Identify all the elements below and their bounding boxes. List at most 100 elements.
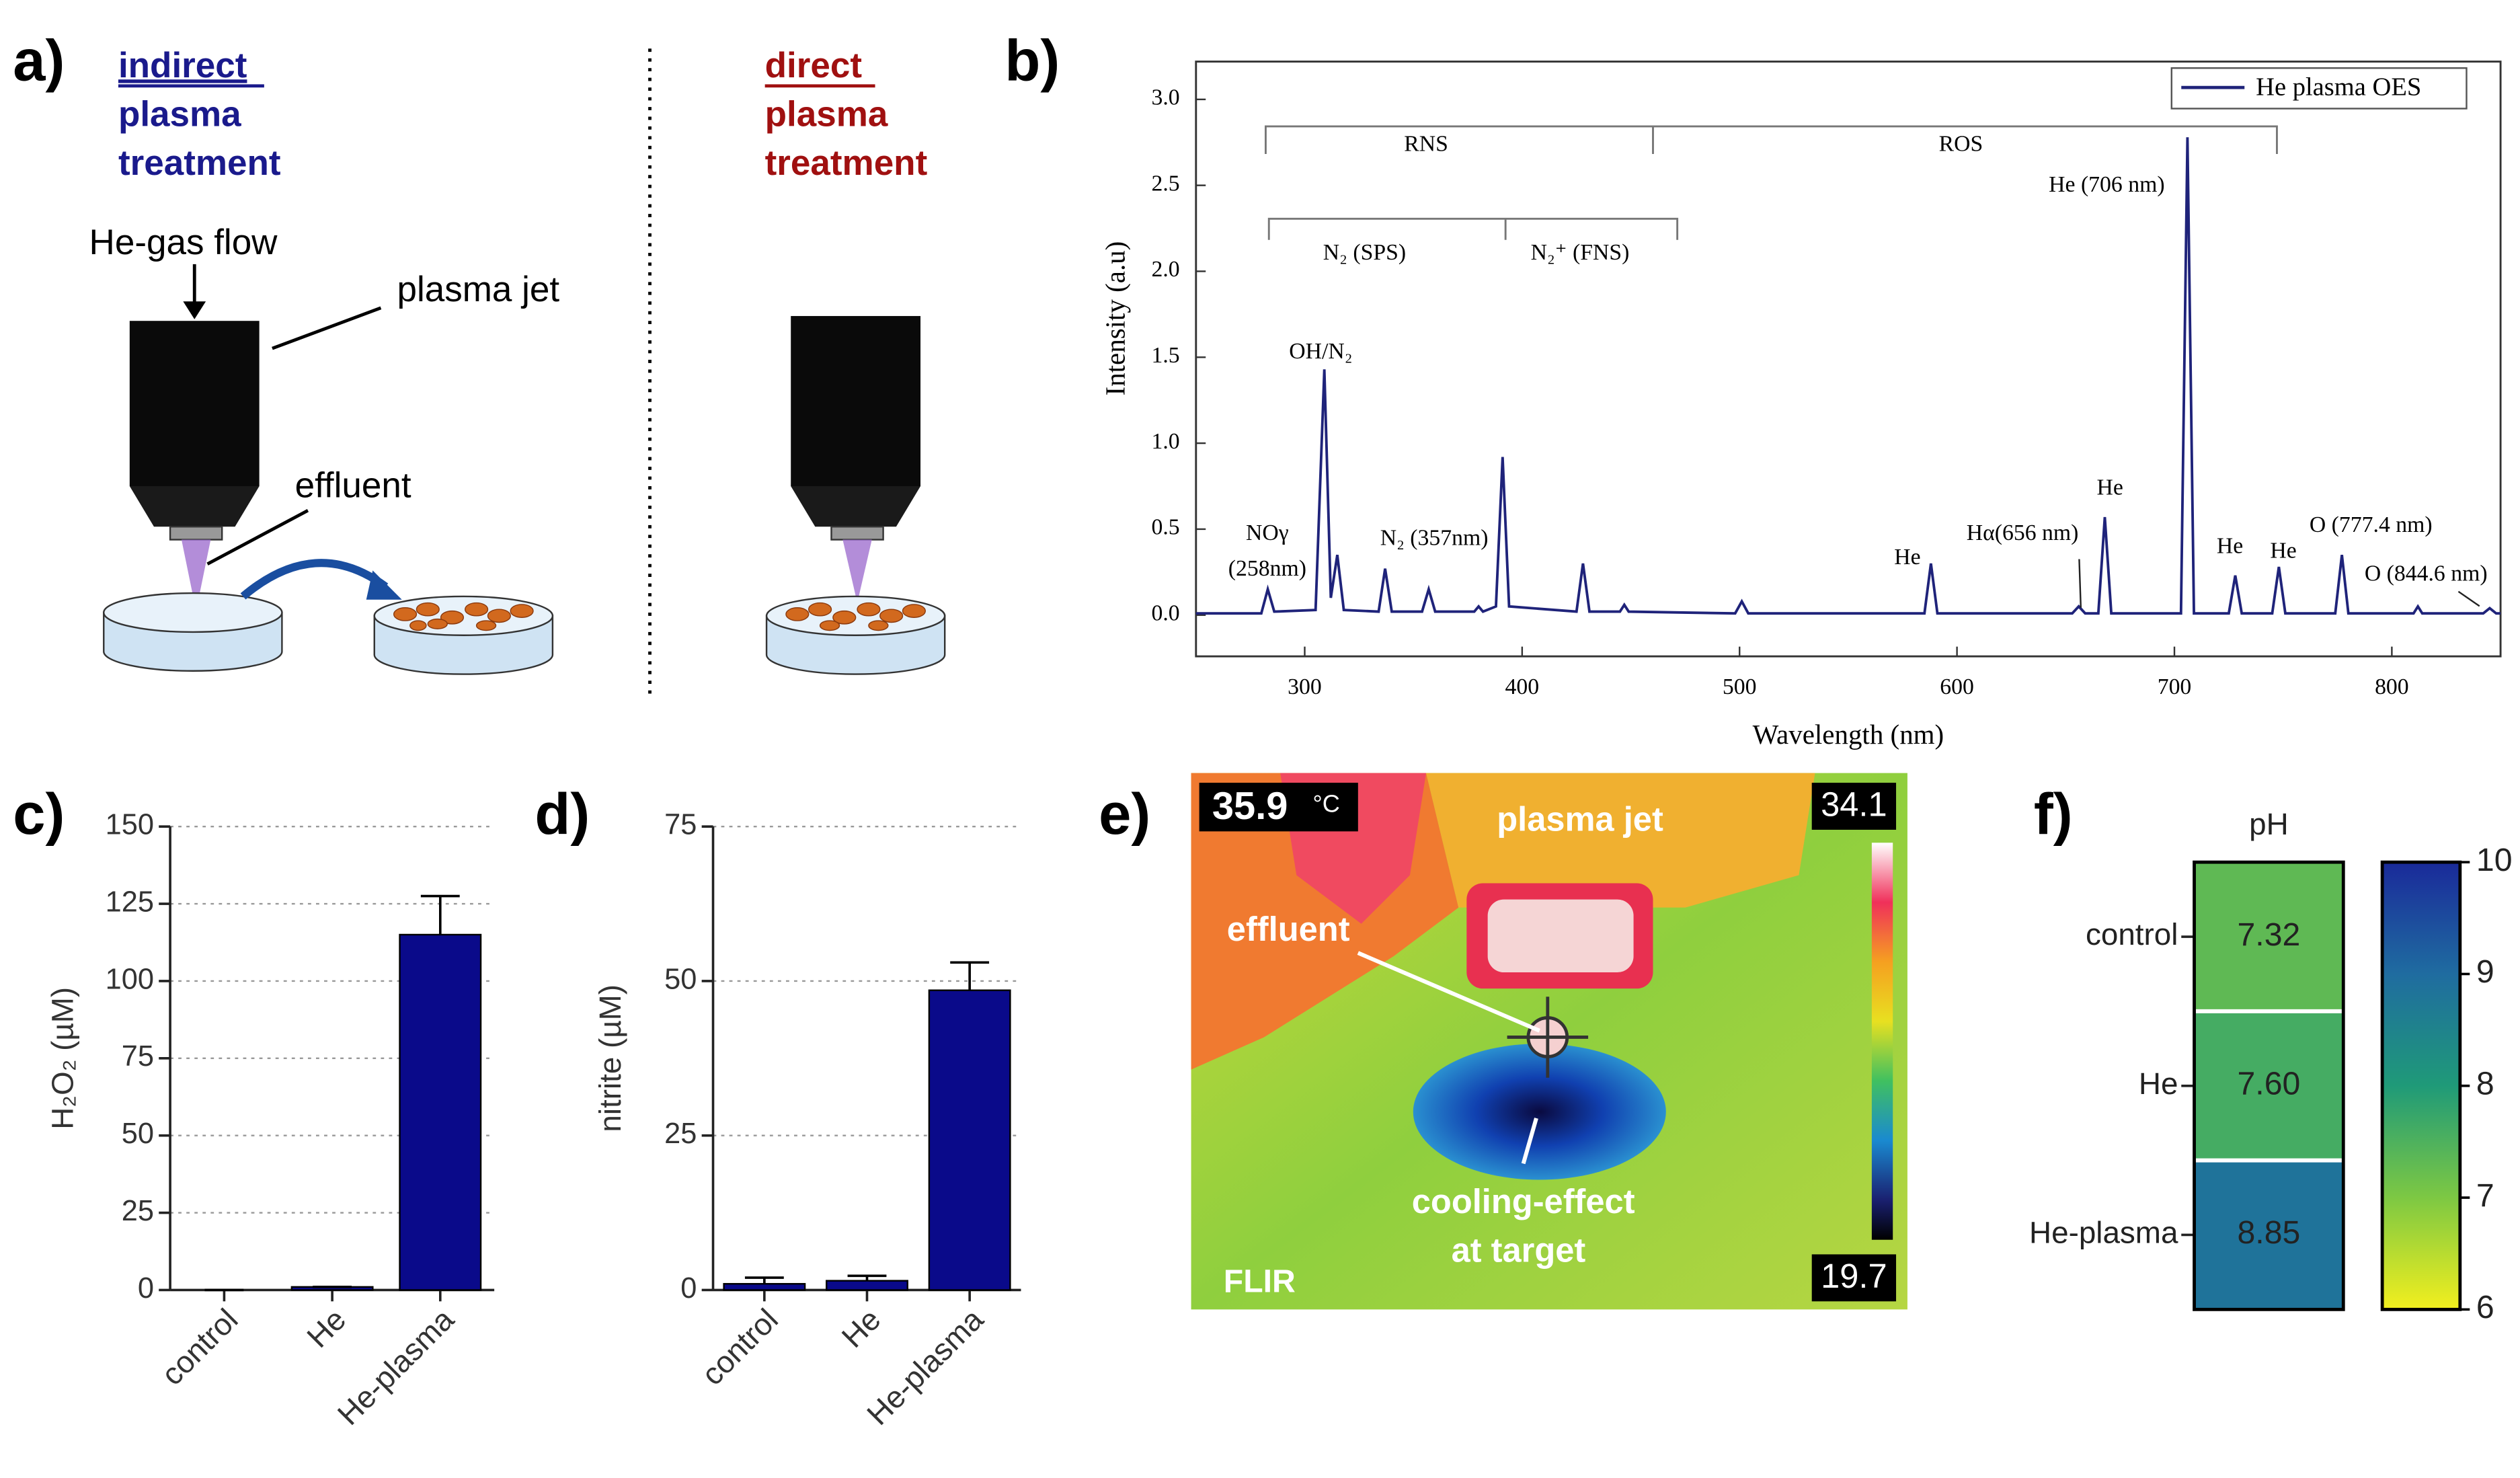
label: 19.7 <box>1821 1257 1887 1295</box>
leader <box>206 509 309 566</box>
y-tick-label: 25 <box>664 1118 697 1150</box>
nozzle <box>830 526 884 541</box>
error-bar <box>847 1274 887 1281</box>
label: 35.9 <box>1212 785 1288 828</box>
panel-label: d) <box>535 781 590 847</box>
colorbar-tick-label: 10 <box>2476 842 2513 878</box>
brackets <box>1264 125 2278 240</box>
plume <box>181 539 211 611</box>
panel-label: b) <box>1005 28 1060 93</box>
y-axis-label: nitrite (µM) <box>593 984 627 1132</box>
bracket-label: N₂ (SPS) <box>1323 240 1406 265</box>
y-tick-label: 75 <box>664 809 697 841</box>
x-axis-label: Wavelength (nm) <box>1753 719 1944 750</box>
y-tick-label: 75 <box>122 1040 154 1073</box>
leader <box>1357 951 1540 1033</box>
error-bar <box>420 894 460 935</box>
x-tick-label: control <box>155 1302 244 1392</box>
label-box <box>1811 1254 1897 1302</box>
annotation: He <box>2217 533 2243 558</box>
diagram: indirect plasma treatment direct plasma … <box>89 46 946 701</box>
label-box <box>1811 783 1897 830</box>
label: FLIR <box>1224 1263 1296 1300</box>
leader <box>1521 1118 1538 1165</box>
annotation-arrow <box>2457 590 2480 607</box>
annotation: NOγ <box>1246 520 1289 545</box>
crosshair <box>1507 997 1589 1078</box>
label: °C <box>1312 789 1340 817</box>
x-tick-label: 700 <box>2158 674 2192 699</box>
label: effluent <box>1227 910 1350 948</box>
heatmap-frame <box>2193 860 2345 1311</box>
nozzle <box>169 526 223 541</box>
x-tick-label: 300 <box>1288 674 1322 699</box>
y-tick-label: 1.0 <box>1152 429 1180 454</box>
error-bar <box>950 961 990 990</box>
warm-region <box>1426 773 1815 908</box>
bar <box>399 933 482 1291</box>
x-tick-label: 800 <box>2375 674 2409 699</box>
error-bar <box>744 1276 784 1284</box>
y-tick-label: 2.0 <box>1152 257 1180 282</box>
jet <box>791 315 921 487</box>
x-tick-label: 400 <box>1505 674 1540 699</box>
y-tick-label: 0.5 <box>1152 515 1180 540</box>
plot-frame <box>1195 61 2502 658</box>
y-tick-label: 0 <box>680 1272 697 1305</box>
bracket-label: N₂⁺ (FNS) <box>1531 240 1630 265</box>
spectrum-line <box>1195 137 2501 615</box>
legend-label: He plasma OES <box>2256 73 2421 101</box>
x-tick-label: 600 <box>1940 674 1974 699</box>
label: cooling-effect <box>1412 1182 1635 1220</box>
heatmap-cell <box>2194 1160 2344 1310</box>
colorbar-tick-label: 9 <box>2476 954 2494 990</box>
label: indirect <box>118 46 247 85</box>
y-tick-label: 100 <box>106 963 154 995</box>
heatmap-cell <box>2194 1011 2344 1161</box>
y-tick-label: 150 <box>106 809 154 841</box>
arrow <box>240 559 389 600</box>
y-axis-label: H₂O₂ (µM) <box>46 987 80 1130</box>
y-tick-label: 2.5 <box>1152 171 1180 196</box>
annotation: O (777.4 nm) <box>2310 512 2433 537</box>
thermal-image: 35.9 °C 34.1 19.7 plasma jet effluent co… <box>1191 773 1907 1310</box>
cells <box>785 602 926 631</box>
bar <box>723 1283 806 1291</box>
x-tick-label: control <box>695 1302 785 1392</box>
label: plasma <box>118 95 241 134</box>
panel-label: e) <box>1099 781 1150 847</box>
annotation: (258nm) <box>1228 556 1306 581</box>
x-tick-label: He <box>301 1302 352 1354</box>
panel-label: a) <box>13 28 65 93</box>
colorbar-tick-label: 8 <box>2476 1065 2494 1101</box>
arrow-head <box>366 570 402 600</box>
label: effluent <box>295 465 411 505</box>
label: 34.1 <box>1821 785 1887 824</box>
colorbar-tick-label: 7 <box>2476 1177 2494 1214</box>
bar <box>826 1280 908 1291</box>
label: He-gas flow <box>89 223 278 262</box>
cell-label: 7.60 <box>2238 1065 2301 1101</box>
cell-label: 7.32 <box>2238 917 2301 953</box>
heatmap-title: pH <box>2249 807 2289 841</box>
label: at target <box>1452 1231 1586 1269</box>
hot-block <box>1487 899 1634 973</box>
annotation: Hα(656 nm) <box>1967 520 2079 545</box>
label: plasma jet <box>397 270 560 309</box>
jet <box>129 486 260 527</box>
annotation: O (844.6 nm) <box>2365 561 2488 586</box>
y-tick-label: 0.0 <box>1152 600 1180 625</box>
y-tick-label: 125 <box>106 886 154 918</box>
y-tick-label: 3.0 <box>1152 85 1180 110</box>
bracket-label: RNS <box>1404 132 1448 157</box>
scale-bar <box>1871 843 1893 1240</box>
heatmap-cell <box>2194 862 2344 1011</box>
panel-label: c) <box>13 781 65 847</box>
annotation-arrow <box>2078 559 2082 608</box>
y-tick-label: 50 <box>122 1118 154 1150</box>
annotation: He <box>2270 539 2296 563</box>
bar <box>928 989 1011 1291</box>
annotation: He <box>1894 545 1920 570</box>
annotation: OH/N₂ <box>1289 339 1352 364</box>
